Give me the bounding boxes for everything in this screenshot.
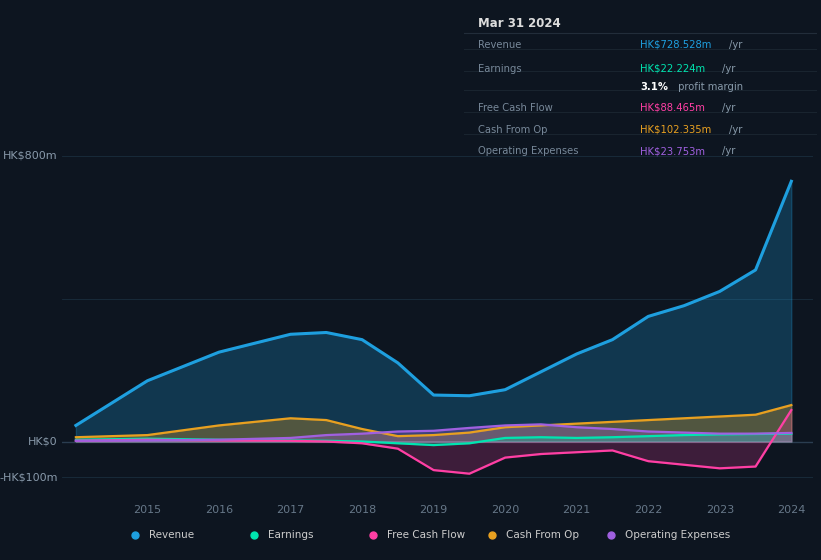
Text: HK$22.224m: HK$22.224m xyxy=(640,64,705,74)
Text: HK$0: HK$0 xyxy=(28,436,57,446)
Text: profit margin: profit margin xyxy=(675,82,743,92)
Text: HK$88.465m: HK$88.465m xyxy=(640,102,705,113)
Text: 2022: 2022 xyxy=(634,505,663,515)
Text: Operating Expenses: Operating Expenses xyxy=(625,530,731,540)
Text: Mar 31 2024: Mar 31 2024 xyxy=(478,17,561,30)
Text: 2019: 2019 xyxy=(420,505,447,515)
Text: Earnings: Earnings xyxy=(268,530,314,540)
Text: /yr: /yr xyxy=(729,125,743,134)
Text: Free Cash Flow: Free Cash Flow xyxy=(478,102,553,113)
Text: Operating Expenses: Operating Expenses xyxy=(478,147,579,156)
Text: HK$23.753m: HK$23.753m xyxy=(640,147,705,156)
Text: 2021: 2021 xyxy=(562,505,591,515)
Text: /yr: /yr xyxy=(722,147,735,156)
Text: 2015: 2015 xyxy=(133,505,162,515)
Text: /yr: /yr xyxy=(722,102,735,113)
Text: Revenue: Revenue xyxy=(149,530,194,540)
Text: HK$102.335m: HK$102.335m xyxy=(640,125,712,134)
Text: 2018: 2018 xyxy=(348,505,376,515)
Text: Earnings: Earnings xyxy=(478,64,521,74)
Text: Cash From Op: Cash From Op xyxy=(478,125,548,134)
Text: 2016: 2016 xyxy=(205,505,233,515)
Text: Cash From Op: Cash From Op xyxy=(506,530,579,540)
Text: /yr: /yr xyxy=(722,64,735,74)
Text: /yr: /yr xyxy=(729,40,743,50)
Text: Free Cash Flow: Free Cash Flow xyxy=(387,530,466,540)
Text: 2017: 2017 xyxy=(277,505,305,515)
Text: 2020: 2020 xyxy=(491,505,519,515)
Text: -HK$100m: -HK$100m xyxy=(0,472,57,482)
Text: HK$800m: HK$800m xyxy=(3,151,57,161)
Text: HK$728.528m: HK$728.528m xyxy=(640,40,712,50)
Text: 2024: 2024 xyxy=(777,505,805,515)
Text: 2023: 2023 xyxy=(706,505,734,515)
Text: 3.1%: 3.1% xyxy=(640,82,668,92)
Text: Revenue: Revenue xyxy=(478,40,521,50)
